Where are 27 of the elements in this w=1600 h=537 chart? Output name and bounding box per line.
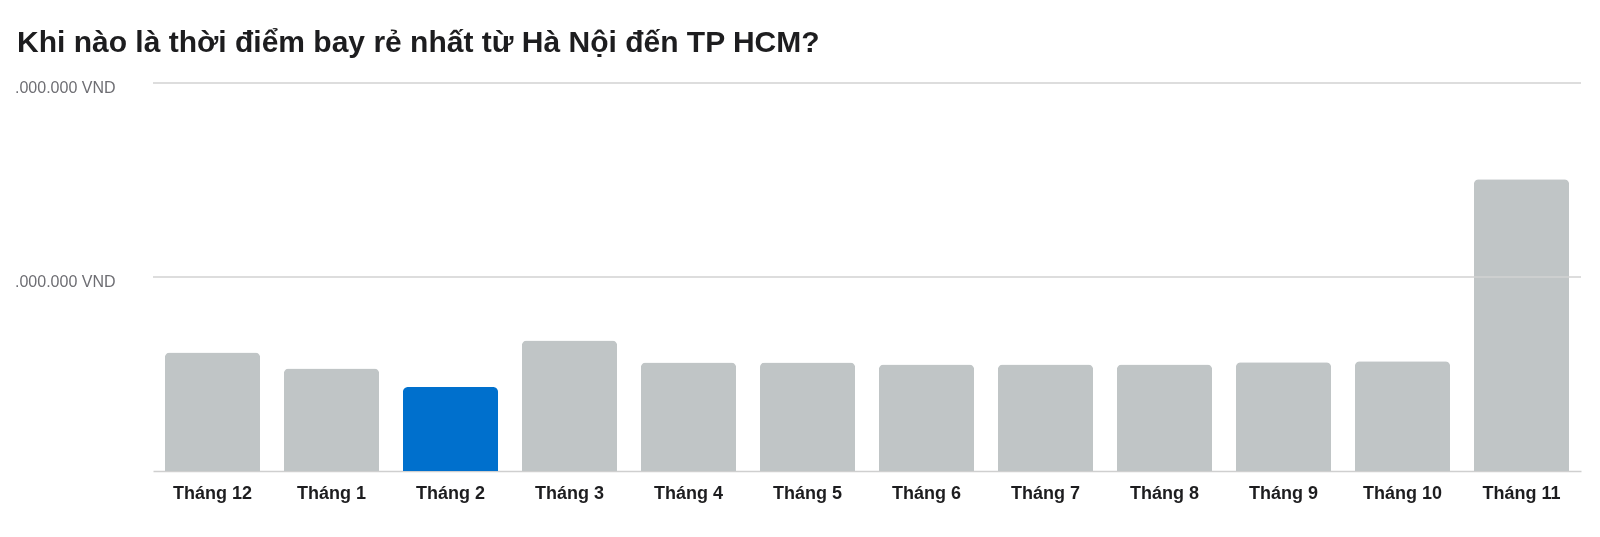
bar [164,352,261,471]
bar [878,364,975,471]
ref-line-label: .000.000 VND [15,273,116,290]
bar [759,362,856,471]
x-tick-label: Tháng 10 [1362,482,1443,503]
bar [1473,179,1570,471]
bar [1116,364,1213,471]
ref-line-label: .000.000 VND [15,79,116,96]
bar [402,386,499,471]
x-tick-label: Tháng 4 [653,482,724,503]
bar [997,364,1094,471]
x-tick-label: Tháng 5 [772,482,843,503]
bar [521,340,618,471]
x-tick-label: Tháng 2 [415,482,486,503]
bar [1235,362,1332,471]
bar [1354,361,1451,471]
chart-title: Khi nào là thời điểm bay rẻ nhất từ Hà Nội đến TP HCM? [17,25,820,58]
x-tick-label: Tháng 9 [1248,482,1319,503]
bar [283,368,380,471]
x-tick-label: Tháng 7 [1010,482,1081,503]
x-tick-label: Tháng 6 [891,482,962,503]
bar [640,362,737,471]
x-tick-label: Tháng 12 [172,482,253,503]
x-tick-label: Tháng 3 [534,482,605,503]
x-tick-label: Tháng 1 [296,482,367,503]
x-tick-label: Tháng 11 [1482,482,1561,503]
x-tick-label: Tháng 8 [1129,482,1200,503]
